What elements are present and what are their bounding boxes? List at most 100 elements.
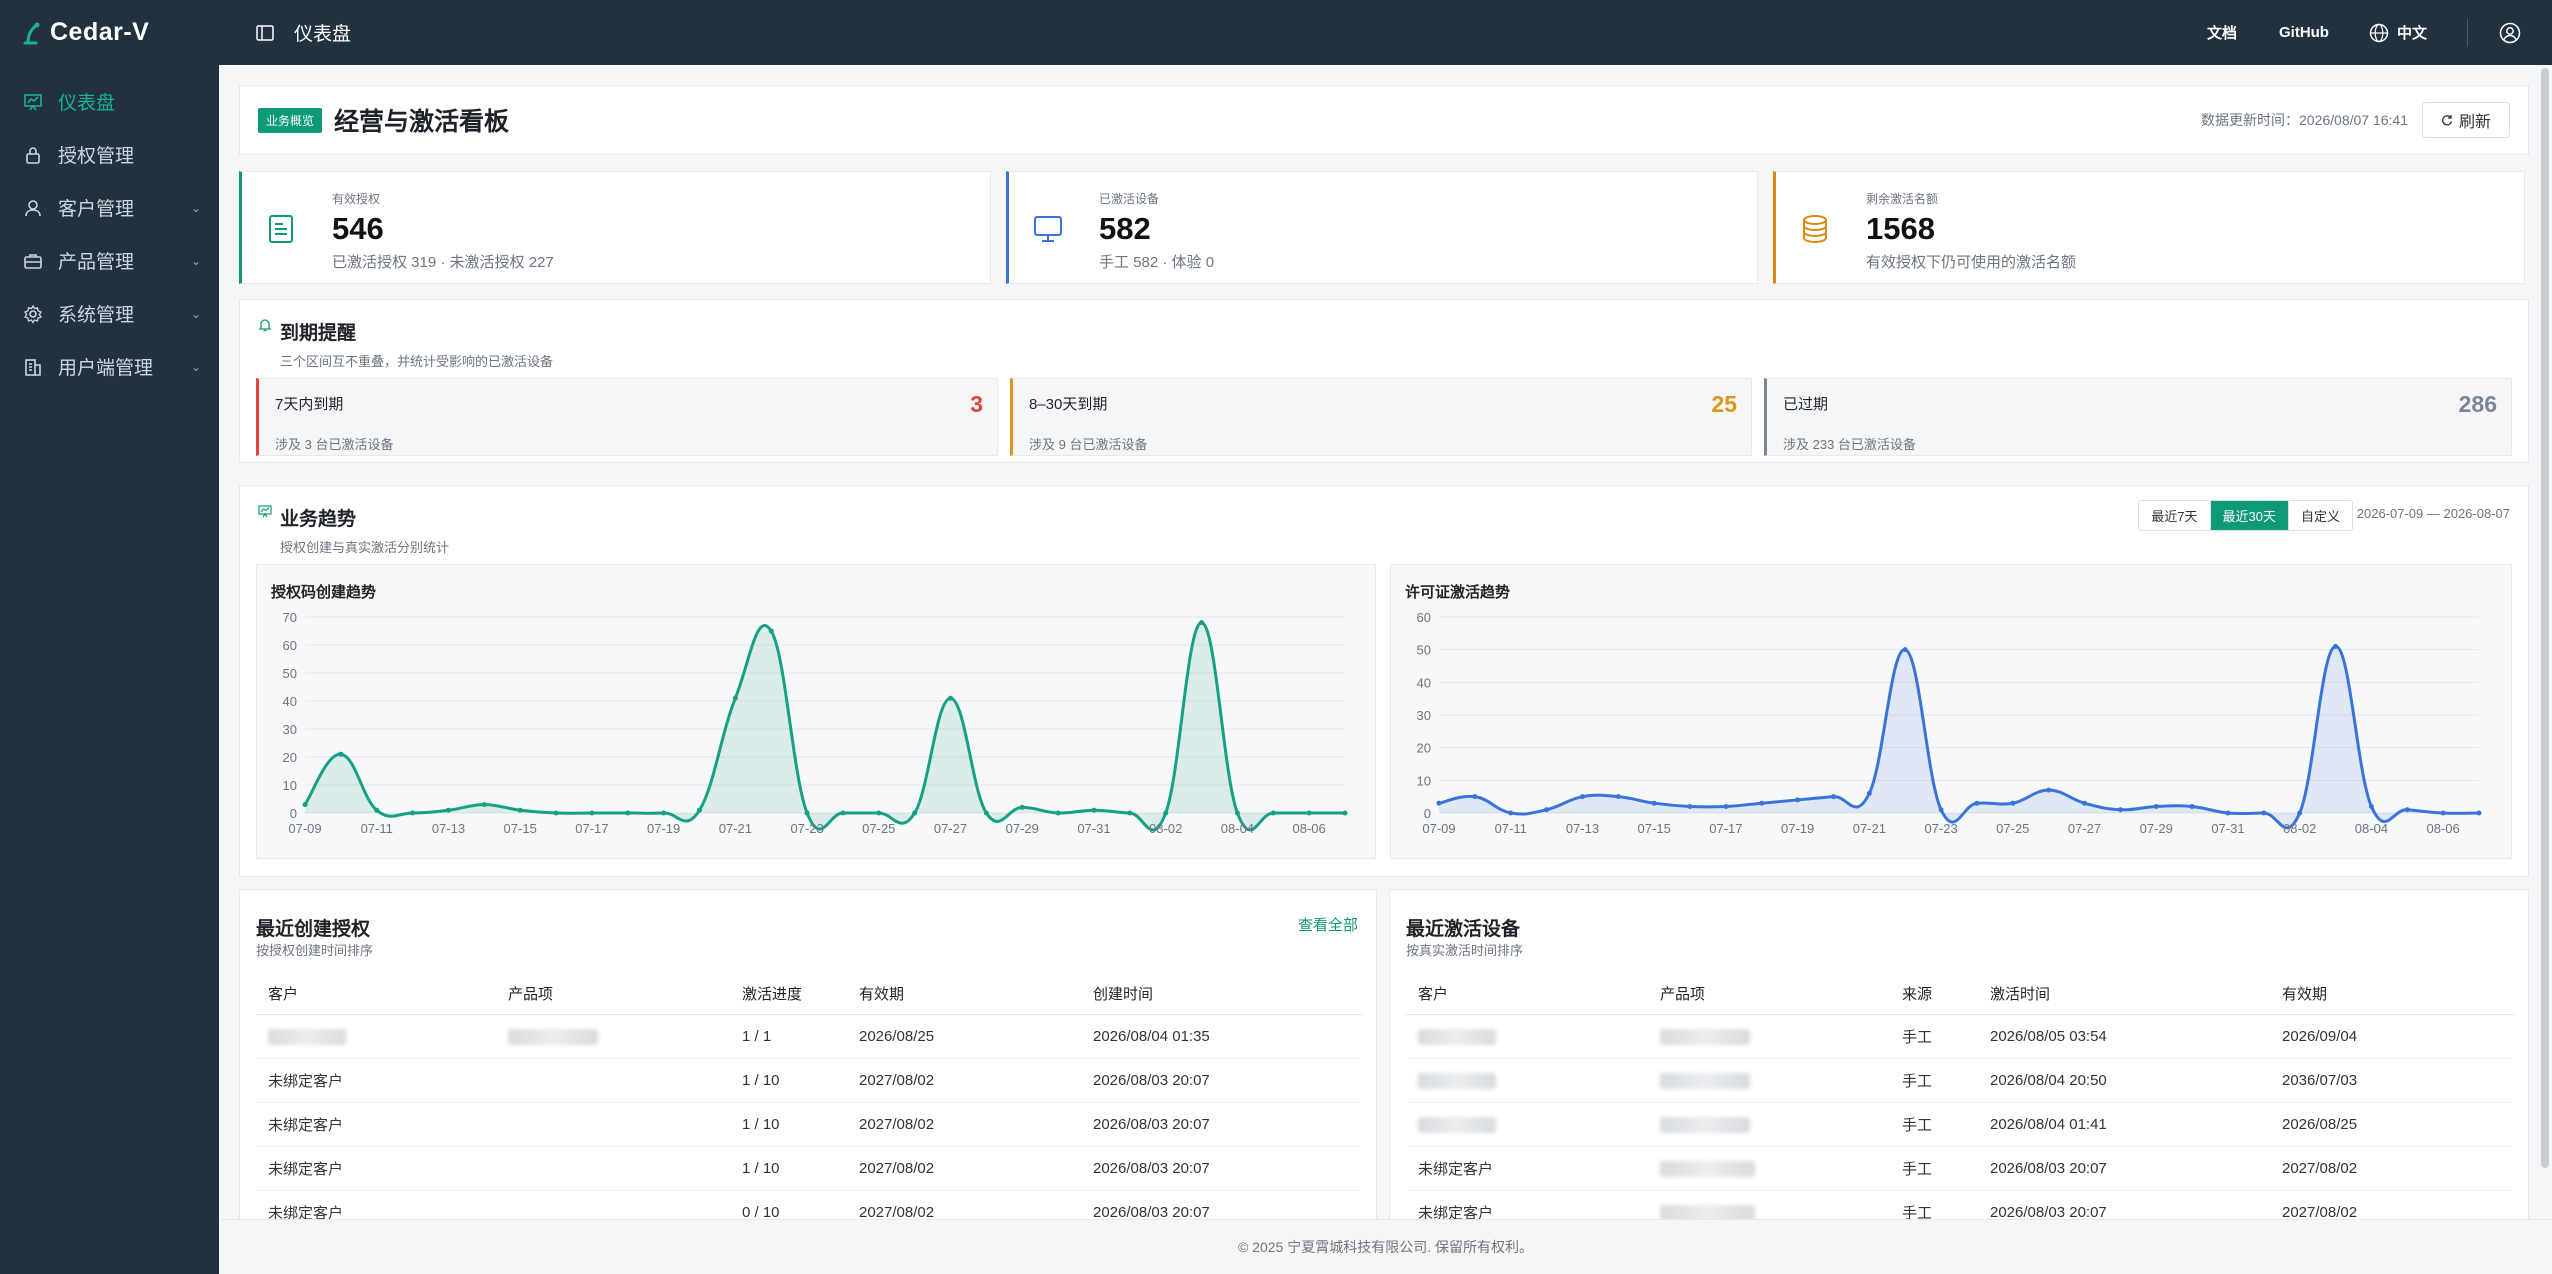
table-row[interactable]: 手工 2026/08/04 20:50 2036/07/03 bbox=[1406, 1058, 2514, 1103]
stat-value: 582 bbox=[1099, 211, 1151, 246]
user-icon bbox=[22, 197, 44, 219]
view-all-link[interactable]: 查看全部 bbox=[1297, 917, 1358, 934]
table-cell: 2026/08/25 bbox=[847, 1014, 1081, 1059]
app-logo[interactable]: Cedar-V bbox=[0, 0, 219, 65]
data-point bbox=[1615, 794, 1621, 800]
expiry-box-30days[interactable]: 8–30天到期 涉及 9 台已激活设备 25 bbox=[1010, 378, 1752, 456]
coins-icon bbox=[1798, 212, 1832, 246]
data-point bbox=[2404, 807, 2410, 813]
table-row[interactable]: 未绑定客户 0 / 10 2027/08/02 2026/08/03 20:07 bbox=[256, 1190, 1362, 1219]
table-cell: 1 / 10 bbox=[730, 1058, 847, 1103]
range-7days-button[interactable]: 最近7天 bbox=[2139, 501, 2210, 530]
y-tick-label: 30 bbox=[283, 722, 297, 737]
x-tick-label: 07-15 bbox=[1638, 821, 1671, 836]
bell-icon bbox=[258, 318, 272, 332]
range-30days-button[interactable]: 最近30天 bbox=[2209, 501, 2288, 530]
x-tick-label: 07-27 bbox=[934, 821, 967, 836]
sidebar-item-dashboard[interactable]: 仪表盘 bbox=[0, 75, 219, 128]
table-cell: 2026/08/03 20:07 bbox=[1978, 1146, 2270, 1191]
table-row[interactable]: 未绑定客户 1 / 10 2027/08/02 2026/08/03 20:07 bbox=[256, 1058, 1362, 1103]
app-name: Cedar-V bbox=[50, 18, 150, 46]
sidebar-item-label: 授权管理 bbox=[58, 146, 135, 167]
table-row[interactable]: 手工 2026/08/04 01:41 2026/08/25 bbox=[1406, 1102, 2514, 1147]
document-icon bbox=[264, 212, 298, 246]
data-point bbox=[1579, 794, 1585, 800]
masked-cell bbox=[1648, 1102, 1890, 1147]
data-point bbox=[1127, 810, 1133, 816]
table-header-row: 客户 产品项 来源 激活时间 有效期 bbox=[1406, 974, 2514, 1015]
masked-value bbox=[1660, 1160, 1755, 1177]
masked-cell bbox=[496, 1058, 730, 1103]
sidebar-item-label: 用户端管理 bbox=[58, 358, 154, 379]
range-custom-button[interactable]: 自定义 bbox=[2287, 501, 2352, 530]
sidebar-item-label: 产品管理 bbox=[58, 252, 135, 273]
data-point bbox=[481, 802, 487, 808]
page-scrollbar[interactable] bbox=[2541, 68, 2549, 1168]
sidebar-item-system[interactable]: 系统管理 ⌄ bbox=[0, 287, 219, 340]
chevron-down-icon: ⌄ bbox=[190, 359, 201, 374]
recent-devices-card: 最近激活设备 按真实激活时间排序 客户 产品项 来源 激活时间 有效期 手工 2026/0… bbox=[1389, 889, 2529, 1219]
table-cell: 2026/08/05 03:54 bbox=[1978, 1014, 2270, 1059]
language-switch[interactable]: 中文 bbox=[2369, 22, 2427, 43]
expiry-box-expired[interactable]: 已过期 涉及 233 台已激活设备 286 bbox=[1764, 378, 2512, 456]
recent-licenses-title: 最近创建授权 bbox=[256, 919, 371, 940]
masked-value bbox=[1418, 1116, 1496, 1133]
sidebar-toggle-icon[interactable] bbox=[254, 22, 276, 44]
expiry-sub: 涉及 3 台已激活设备 bbox=[275, 437, 394, 452]
page-title: 仪表盘 bbox=[294, 24, 352, 45]
table-cell: 0 / 10 bbox=[730, 1190, 847, 1219]
data-point bbox=[1866, 790, 1872, 796]
stat-label: 有效授权 bbox=[332, 192, 381, 206]
data-point bbox=[1795, 797, 1801, 803]
table-row[interactable]: 未绑定客户 手工 2026/08/03 20:07 2027/08/02 bbox=[1406, 1190, 2514, 1219]
x-tick-label: 07-25 bbox=[862, 821, 895, 836]
masked-cell bbox=[1648, 1058, 1890, 1103]
data-point bbox=[445, 807, 451, 813]
column-header: 有效期 bbox=[2270, 974, 2514, 1015]
x-tick-label: 08-04 bbox=[2355, 821, 2388, 836]
table-row[interactable]: 手工 2026/08/05 03:54 2026/09/04 bbox=[1406, 1014, 2514, 1059]
masked-value bbox=[1660, 1072, 1750, 1089]
x-tick-label: 08-06 bbox=[2427, 821, 2460, 836]
expiry-box-7days[interactable]: 7天内到期 涉及 3 台已激活设备 3 bbox=[256, 378, 998, 456]
data-point bbox=[732, 695, 738, 701]
refresh-button[interactable]: 刷新 bbox=[2422, 102, 2510, 138]
data-point bbox=[876, 810, 882, 816]
stat-label: 已激活设备 bbox=[1099, 192, 1160, 206]
data-point bbox=[1830, 794, 1836, 800]
data-point bbox=[338, 751, 344, 757]
sidebar-item-customer[interactable]: 客户管理 ⌄ bbox=[0, 181, 219, 234]
docs-link[interactable]: 文档 bbox=[2206, 25, 2237, 42]
expiry-header: 到期提醒 三个区间互不重叠，并统计受影响的已激活设备 bbox=[280, 318, 553, 370]
sidebar-nav: 仪表盘 授权管理 客户管理 ⌄ 产品管理 ⌄ 系统管理 bbox=[0, 75, 219, 393]
table-cell: 2026/08/03 20:07 bbox=[1081, 1058, 1362, 1103]
masked-value bbox=[1660, 1204, 1755, 1219]
table-row[interactable]: 未绑定客户 手工 2026/08/03 20:07 2027/08/02 bbox=[1406, 1146, 2514, 1191]
table-row[interactable]: 未绑定客户 1 / 10 2027/08/02 2026/08/03 20:07 bbox=[256, 1102, 1362, 1147]
table-row[interactable]: 未绑定客户 1 / 10 2027/08/02 2026/08/03 20:07 bbox=[256, 1146, 1362, 1191]
data-point bbox=[2476, 810, 2482, 816]
x-tick-label: 07-31 bbox=[2211, 821, 2244, 836]
sidebar-item-license[interactable]: 授权管理 bbox=[0, 128, 219, 181]
refresh-label: 刷新 bbox=[2458, 114, 2491, 131]
github-link[interactable]: GitHub bbox=[2278, 24, 2329, 41]
sidebar-item-label: 客户管理 bbox=[58, 199, 135, 220]
sidebar-item-client[interactable]: 用户端管理 ⌄ bbox=[0, 340, 219, 393]
sidebar-item-product[interactable]: 产品管理 ⌄ bbox=[0, 234, 219, 287]
table-row[interactable]: 1 / 1 2026/08/25 2026/08/04 01:35 bbox=[256, 1014, 1362, 1059]
board-header: 业务概览 经营与激活看板 数据更新时间：2026/08/07 16:41 刷新 bbox=[239, 85, 2529, 155]
masked-value bbox=[508, 1028, 598, 1045]
data-point bbox=[374, 807, 380, 813]
data-point bbox=[302, 802, 308, 808]
data-point bbox=[1974, 800, 1980, 806]
expiry-section: 到期提醒 三个区间互不重叠，并统计受影响的已激活设备 7天内到期 涉及 3 台已… bbox=[239, 299, 2529, 463]
x-tick-label: 08-02 bbox=[1149, 821, 1182, 836]
y-tick-label: 10 bbox=[1417, 773, 1431, 788]
table-cell: 2026/09/04 bbox=[2270, 1014, 2514, 1059]
user-avatar-icon[interactable] bbox=[2498, 21, 2522, 45]
data-point bbox=[948, 695, 954, 701]
footer: © 2025 宁夏霄城科技有限公司. 保留所有权利。 bbox=[219, 1219, 2552, 1274]
chevron-down-icon: ⌄ bbox=[190, 253, 201, 268]
expiry-label: 已过期 bbox=[1783, 396, 1829, 413]
masked-cell bbox=[1648, 1190, 1890, 1219]
